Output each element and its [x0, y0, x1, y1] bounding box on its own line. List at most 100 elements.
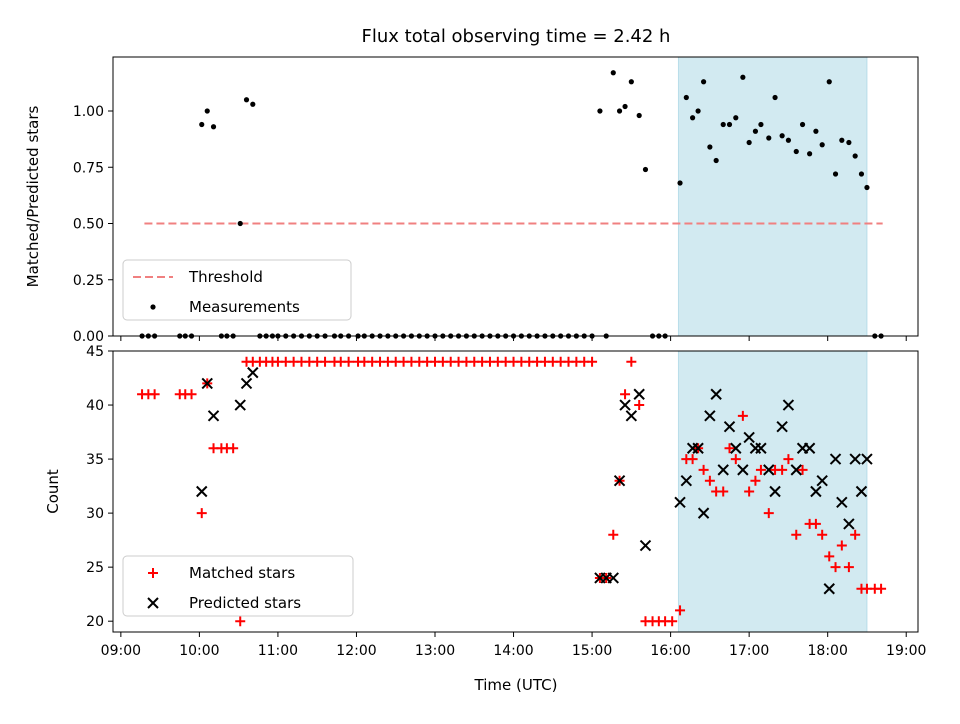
measurement-point — [616, 108, 623, 114]
matched-star-point — [724, 443, 735, 454]
matched-star-point — [704, 475, 715, 486]
legend: Matched stars Predicted stars — [122, 555, 354, 617]
predicted-star-point — [810, 485, 822, 498]
measurement-point — [690, 115, 696, 121]
matched-star-point — [235, 616, 246, 627]
matched-star-point — [587, 356, 598, 367]
legend-predicted-marker — [147, 597, 159, 609]
measurement-point — [733, 115, 739, 121]
series-matched-stars — [137, 356, 887, 627]
matched-star-point — [824, 551, 835, 562]
predicted-star-point — [730, 442, 742, 454]
matched-star-point — [667, 616, 678, 627]
y-axis-label: Matched/Predicted stars — [24, 106, 42, 288]
measurement-point — [793, 148, 799, 155]
matched-star-point — [755, 464, 766, 475]
matched-star-point — [343, 356, 354, 367]
predicted-star-point — [855, 485, 868, 498]
measurement-point — [813, 128, 819, 134]
x-axis-label: Time (UTC) — [474, 676, 558, 694]
x-tick-label: 13:00 — [415, 643, 455, 659]
measurement-point — [746, 139, 752, 146]
matched-star-point — [791, 529, 802, 540]
measurement-point — [636, 112, 642, 119]
measurement-point — [864, 184, 870, 191]
measurement-point — [199, 121, 205, 128]
predicted-star-point — [776, 420, 788, 433]
measurement-point — [677, 180, 683, 186]
matched-star-point — [687, 454, 698, 465]
y-tick-label: 20 — [86, 614, 104, 630]
measurement-point — [807, 151, 813, 157]
matched-star-point — [750, 475, 761, 486]
measurement-point — [610, 70, 616, 76]
measurement-point — [846, 139, 852, 146]
matched-star-point — [797, 464, 808, 475]
predicted-star-point — [201, 377, 213, 390]
x-tick-label: 16:00 — [650, 643, 690, 659]
measurement-point — [204, 108, 210, 114]
measurement-point — [250, 101, 256, 107]
matched-star-point — [817, 529, 828, 540]
measurement-point — [832, 171, 839, 177]
x-tick-label: 10:00 — [179, 643, 219, 659]
x-tick-label: 19:00 — [886, 643, 926, 659]
predicted-star-point — [692, 442, 704, 454]
matched-star-point — [620, 389, 631, 400]
matched-star-point — [763, 508, 774, 519]
matched-star-point — [876, 583, 887, 594]
measurement-point — [237, 220, 243, 227]
predicted-star-point — [639, 539, 652, 552]
predicted-star-point — [836, 496, 848, 509]
measurement-point — [758, 121, 764, 128]
x-tick-label: 11:00 — [258, 643, 298, 659]
predicted-star-point — [207, 410, 220, 422]
measurement-point — [799, 121, 806, 128]
matched-star-point — [196, 508, 207, 519]
predicted-star-point — [816, 474, 828, 487]
matched-star-point — [718, 486, 729, 497]
predicted-star-point — [755, 442, 767, 454]
predicted-star-point — [710, 388, 722, 400]
predicted-star-point — [680, 474, 693, 487]
predicted-star-point — [849, 453, 861, 465]
predicted-star-point — [861, 453, 873, 465]
predicted-star-point — [674, 496, 686, 509]
top-panel: 0.00 0.25 0.50 0.75 1.00 Matched/Predicted st… — [24, 56, 919, 345]
measurement-point — [597, 108, 603, 114]
matched-star-point — [320, 356, 331, 367]
matched-star-point — [634, 400, 645, 411]
predicted-star-point — [625, 410, 638, 422]
measurement-point — [713, 157, 719, 164]
predicted-star-point — [829, 453, 842, 465]
predicted-star-point — [803, 442, 816, 454]
chart-title: Flux total observing time = 2.42 h — [362, 26, 671, 47]
legend: Threshold Measurements — [122, 259, 352, 321]
measurement-point — [720, 121, 726, 128]
predicted-star-point — [717, 464, 729, 476]
legend-label: Threshold — [188, 268, 263, 286]
y-tick-label: 0.75 — [73, 160, 104, 176]
matched-star-point — [675, 605, 686, 616]
predicted-star-point — [697, 507, 710, 519]
measurement-point — [210, 124, 217, 130]
matched-star-point — [744, 486, 755, 497]
measurement-point — [700, 79, 707, 85]
matched-star-point — [777, 464, 788, 475]
predicted-star-point — [619, 399, 631, 411]
bottom-panel: 20 25 30 35 40 45 09:00 10:00 11:00 12:00 13:00 14:… — [44, 344, 926, 659]
matched-star-point — [626, 356, 637, 367]
predicted-star-point — [247, 366, 259, 379]
matched-star-point — [737, 410, 748, 421]
legend-measurement-marker — [150, 304, 156, 310]
predicted-star-point — [240, 377, 253, 390]
y-tick-label: 0.50 — [73, 217, 104, 233]
measurement-point — [695, 108, 701, 114]
measurement-point — [628, 79, 634, 85]
predicted-star-point — [613, 474, 626, 487]
series-predicted-stars — [196, 366, 873, 595]
measurement-point — [819, 142, 825, 148]
matched-star-point — [830, 562, 841, 573]
measurement-point — [740, 74, 746, 80]
measurement-point — [622, 103, 628, 110]
